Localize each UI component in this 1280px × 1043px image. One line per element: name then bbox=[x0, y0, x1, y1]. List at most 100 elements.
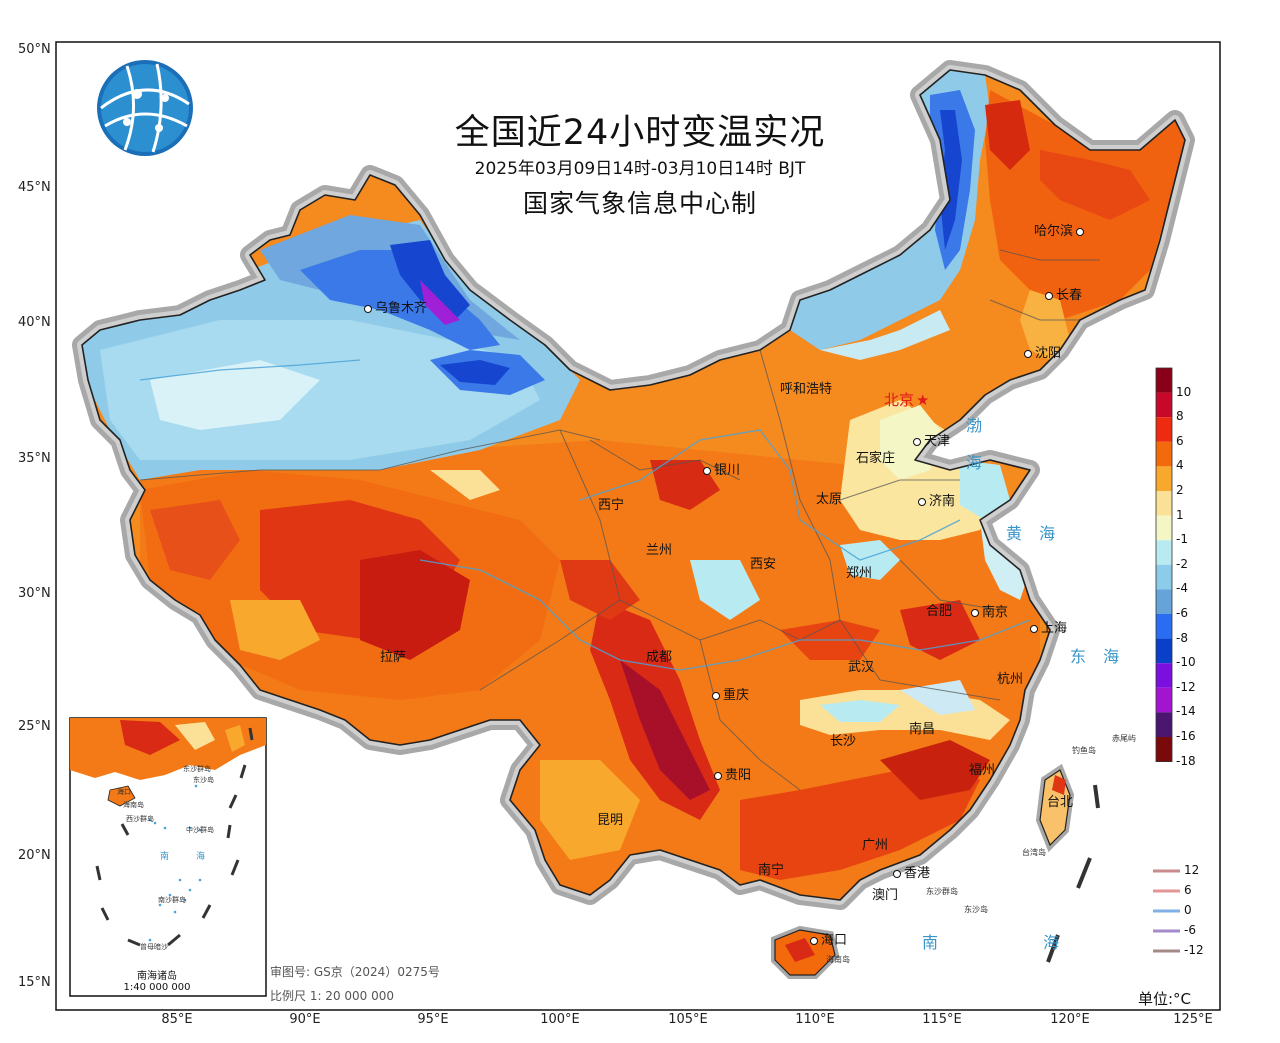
legend-swatch bbox=[1156, 638, 1172, 664]
legend-swatch bbox=[1156, 540, 1172, 565]
label-taiwan-island: 台湾岛 bbox=[1022, 848, 1046, 857]
legend-label: -2 bbox=[1176, 556, 1188, 571]
city-shanghai: 上海 bbox=[1030, 617, 1067, 636]
city-lanzhou: 兰州 bbox=[646, 543, 673, 558]
legend-swatch bbox=[1156, 712, 1172, 737]
legend-line-label: 12 bbox=[1184, 863, 1200, 877]
city-hongkong: 香港 bbox=[893, 862, 930, 881]
legend-colorbar bbox=[1155, 367, 1173, 763]
legend-label: -6 bbox=[1176, 606, 1188, 620]
city-beijing: 北京 ★ bbox=[884, 391, 930, 409]
inset-scale: 1:40 000 000 bbox=[123, 982, 191, 993]
inset-label: 海 bbox=[196, 852, 206, 862]
sea-bohai-1: 渤 bbox=[966, 416, 989, 435]
inset-label: 海南岛 bbox=[123, 801, 144, 809]
city-hangzhou: 杭州 bbox=[997, 672, 1024, 687]
city-jinan: 济南 bbox=[918, 490, 955, 509]
lon-tick: 110°E bbox=[795, 1012, 835, 1027]
inset-label: 东沙岛 bbox=[193, 776, 214, 784]
legend-label: 2 bbox=[1176, 483, 1184, 497]
sea-east: 东 海 bbox=[1070, 647, 1126, 666]
inset-label: 南 bbox=[160, 852, 170, 862]
legend-swatch bbox=[1156, 417, 1172, 442]
inset-label: 曾母暗沙 bbox=[140, 943, 168, 951]
legend-label: 4 bbox=[1176, 458, 1184, 473]
map-agency: 国家气象信息中心制 bbox=[522, 189, 757, 218]
legend-label: 6 bbox=[1176, 433, 1184, 448]
legend-label: -10 bbox=[1176, 655, 1196, 670]
lat-tick: 20°N bbox=[18, 848, 51, 863]
scale-note: 比例尺 1: 20 000 000 bbox=[270, 989, 395, 1003]
sea-yellow: 黄 海 bbox=[1006, 524, 1062, 543]
lon-tick: 95°E bbox=[417, 1012, 449, 1027]
legend-label: -14 bbox=[1176, 704, 1196, 719]
city-nanjing: 南京 bbox=[971, 601, 1008, 620]
city-wuhan: 武汉 bbox=[848, 660, 875, 675]
legend-line-label: 6 bbox=[1184, 883, 1192, 897]
inset-title: 南海诸岛 bbox=[137, 971, 177, 982]
lon-tick: 125°E bbox=[1173, 1012, 1213, 1027]
lon-tick: 105°E bbox=[668, 1012, 708, 1027]
lat-tick: 50°N bbox=[18, 42, 51, 57]
city-lhasa: 拉萨 bbox=[380, 650, 407, 665]
legend-label: -4 bbox=[1176, 581, 1188, 596]
lon-tick: 90°E bbox=[289, 1012, 321, 1027]
legend-label: 10 bbox=[1176, 384, 1192, 399]
city-hefei: 合肥 bbox=[926, 604, 953, 619]
lon-tick: 120°E bbox=[1050, 1012, 1090, 1027]
unit-label: 单位:°C bbox=[1138, 990, 1192, 1008]
legend-swatch bbox=[1156, 589, 1172, 614]
lat-tick: 35°N bbox=[18, 451, 51, 466]
inset-label: 海口 bbox=[117, 788, 131, 796]
legend-swatch bbox=[1156, 737, 1172, 762]
legend-label: -12 bbox=[1176, 679, 1196, 694]
legend-label: 8 bbox=[1176, 409, 1184, 424]
city-shijiazhuang: 石家庄 bbox=[856, 451, 896, 466]
city-taipei: 台北 bbox=[1047, 795, 1074, 810]
city-urumqi: 乌鲁木齐 bbox=[364, 297, 427, 316]
sea-bohai-2: 海 bbox=[966, 453, 989, 472]
legend-line-label: -12 bbox=[1184, 943, 1204, 957]
city-yinchuan: 银川 bbox=[703, 459, 740, 478]
city-guiyang: 贵阳 bbox=[714, 764, 751, 783]
legend-label: -8 bbox=[1176, 630, 1188, 645]
legend-line-label: -6 bbox=[1184, 923, 1196, 937]
legend-label: -1 bbox=[1176, 532, 1188, 547]
city-changsha: 长沙 bbox=[830, 734, 857, 749]
city-nanchang: 南昌 bbox=[909, 722, 936, 737]
inset-south-china-sea bbox=[69, 717, 267, 997]
city-changchun: 长春 bbox=[1045, 284, 1082, 303]
city-guangzhou: 广州 bbox=[862, 838, 889, 853]
city-fuzhou: 福州 bbox=[969, 763, 996, 778]
label-hainan-island: 海南岛 bbox=[826, 955, 850, 964]
legend-swatch bbox=[1156, 466, 1172, 491]
city-zhengzhou: 郑州 bbox=[846, 566, 873, 581]
city-macao: 澳门 bbox=[872, 888, 899, 903]
legend-swatch bbox=[1156, 392, 1172, 418]
legend-swatch bbox=[1156, 663, 1172, 688]
city-kunming: 昆明 bbox=[597, 813, 624, 828]
label-diaoyu: 钓鱼岛 bbox=[1072, 746, 1096, 755]
city-xining: 西宁 bbox=[598, 498, 625, 513]
legend-swatch bbox=[1156, 564, 1172, 590]
boundary-dashes bbox=[1046, 784, 1100, 963]
legend-label: -16 bbox=[1176, 729, 1196, 743]
label-dongsha-islands: 东沙群岛 bbox=[926, 887, 958, 896]
lat-tick: 40°N bbox=[18, 315, 51, 330]
inset-label: 南沙群岛 bbox=[158, 896, 186, 904]
city-chongqing: 重庆 bbox=[712, 684, 749, 703]
legend-swatch bbox=[1156, 491, 1172, 516]
map-title: 全国近24小时变温实况 bbox=[454, 113, 826, 153]
city-hohhot: 呼和浩特 bbox=[780, 382, 833, 397]
legend-swatch bbox=[1156, 614, 1172, 639]
city-xian: 西安 bbox=[750, 557, 777, 572]
legend-swatch bbox=[1156, 441, 1172, 467]
inset-label: 东沙群岛 bbox=[183, 765, 211, 773]
approval-number: 审图号: GS京（2024）0275号 bbox=[270, 965, 440, 979]
legend-label: 1 bbox=[1176, 507, 1184, 522]
city-chengdu: 成都 bbox=[646, 650, 673, 665]
city-haikou: 海口 bbox=[810, 929, 847, 948]
city-tianjin: 天津 bbox=[913, 430, 950, 449]
sea-south: 南 海 bbox=[922, 933, 1110, 952]
lon-tick: 100°E bbox=[540, 1012, 580, 1027]
